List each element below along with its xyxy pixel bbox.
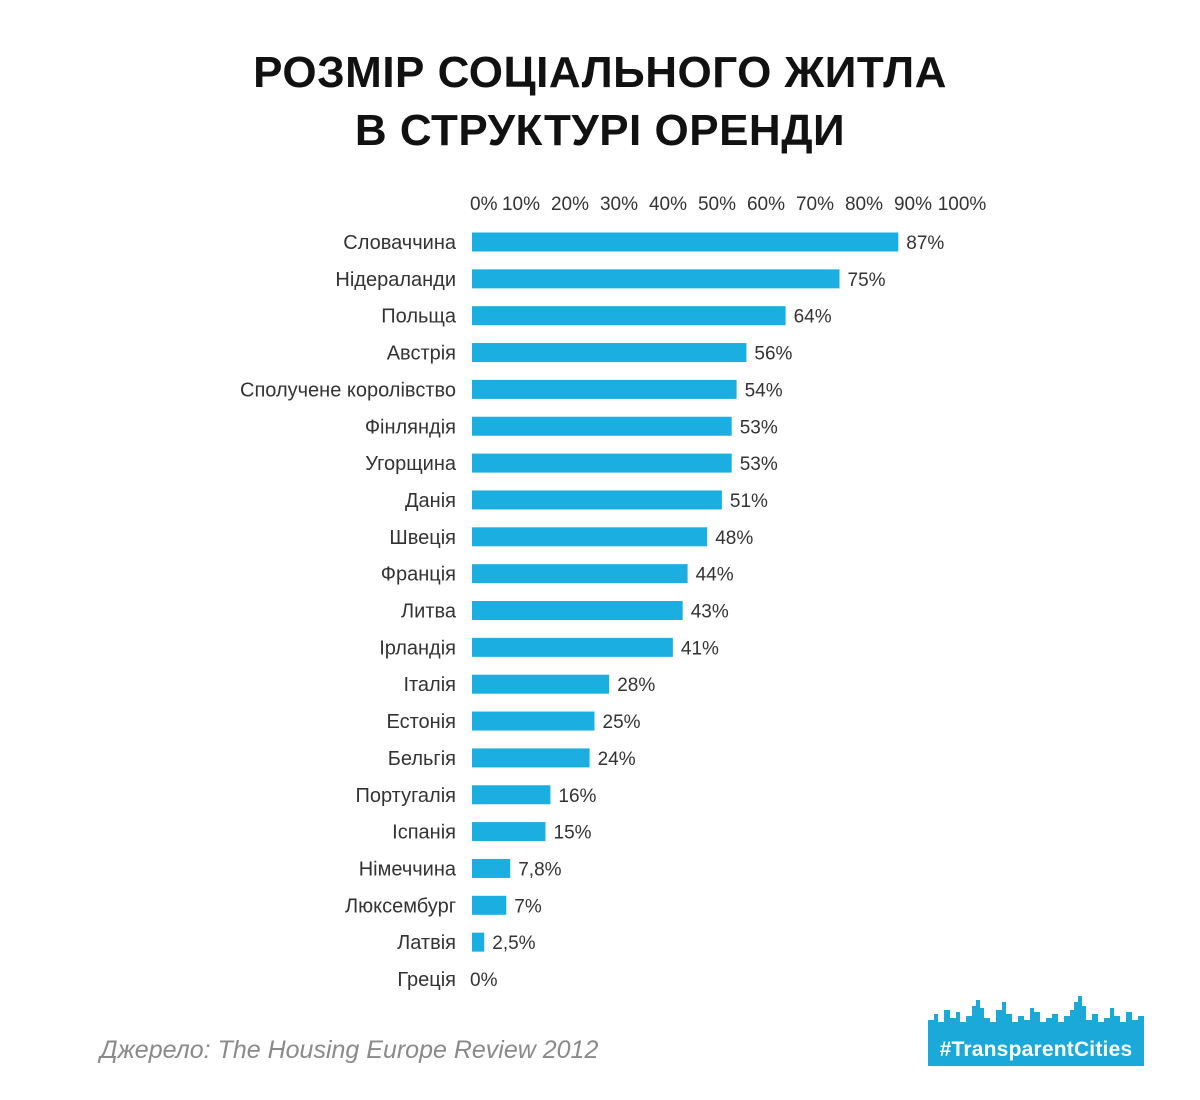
category-label: Греція bbox=[397, 969, 456, 991]
bar bbox=[472, 895, 507, 915]
category-label: Австрія bbox=[387, 343, 456, 365]
value-label: 15% bbox=[554, 823, 592, 844]
value-label: 53% bbox=[740, 417, 778, 438]
x-tick-label: 60% bbox=[747, 194, 785, 215]
category-label: Литва bbox=[401, 601, 457, 623]
bar bbox=[472, 306, 786, 326]
chart-title-line-2: В СТРУКТУРІ ОРЕНДИ bbox=[354, 106, 846, 155]
bar-chart: 0% 10% 20% 30% 40% 50% 60% 70% 80% 90% 100%Словачч… bbox=[240, 194, 987, 991]
category-label: Португалія bbox=[356, 785, 457, 807]
x-tick-label: 100% bbox=[938, 194, 987, 215]
value-label: 0% bbox=[470, 970, 498, 991]
category-label: Словаччина bbox=[343, 232, 457, 254]
transparent-cities-logo: #TransparentCities bbox=[928, 992, 1144, 1068]
x-tick-label: 80% bbox=[845, 194, 883, 215]
x-tick-label: 70% bbox=[796, 194, 834, 215]
bar bbox=[472, 269, 840, 289]
value-label: 48% bbox=[715, 528, 753, 549]
bar bbox=[472, 343, 747, 363]
bar bbox=[472, 822, 546, 842]
city-skyline-icon bbox=[928, 996, 1144, 1036]
bar bbox=[472, 416, 732, 436]
bar bbox=[472, 858, 511, 878]
source-note: Джерело: The Housing Europe Review 2012 bbox=[100, 1036, 599, 1064]
bar bbox=[472, 379, 737, 399]
category-label: Люксембург bbox=[345, 895, 456, 917]
x-tick-label: 20% bbox=[551, 194, 589, 215]
category-label: Іспанія bbox=[392, 822, 456, 844]
chart-title-line-1: РОЗМІР СОЦІАЛЬНОГО ЖИТЛА bbox=[253, 48, 947, 97]
value-label: 7% bbox=[514, 896, 542, 917]
value-label: 53% bbox=[740, 454, 778, 475]
category-label: Угорщина bbox=[365, 453, 457, 475]
x-tick-label: 40% bbox=[649, 194, 687, 215]
value-label: 28% bbox=[617, 675, 655, 696]
value-label: 25% bbox=[603, 712, 641, 733]
category-label: Німеччина bbox=[359, 858, 457, 880]
bar bbox=[472, 453, 732, 473]
category-label: Франція bbox=[381, 564, 456, 586]
bar bbox=[472, 601, 683, 620]
x-tick-label: 50% bbox=[698, 194, 736, 215]
value-label: 75% bbox=[848, 270, 886, 291]
category-label: Швеція bbox=[389, 527, 456, 549]
x-tick-label: 0% bbox=[470, 194, 498, 215]
x-tick-label: 10% bbox=[502, 194, 540, 215]
value-label: 41% bbox=[681, 638, 719, 659]
logo-hashtag: #TransparentCities bbox=[928, 1034, 1144, 1066]
value-label: 43% bbox=[691, 602, 729, 623]
bar bbox=[472, 785, 551, 805]
value-label: 54% bbox=[745, 380, 783, 401]
bar bbox=[472, 527, 708, 547]
bar bbox=[472, 490, 722, 510]
value-label: 16% bbox=[558, 786, 596, 807]
category-label: Ірландія bbox=[379, 637, 456, 659]
category-label: Нідераланди bbox=[335, 269, 456, 291]
category-label: Польща bbox=[381, 306, 457, 328]
category-label: Італія bbox=[403, 674, 456, 696]
category-label: Данія bbox=[405, 490, 456, 512]
chart-title: РОЗМІР СОЦІАЛЬНОГО ЖИТЛА В СТРУКТУРІ ОРЕ… bbox=[0, 44, 1200, 160]
x-tick-label: 90% bbox=[894, 194, 932, 215]
category-label: Фінляндія bbox=[365, 416, 456, 438]
bar bbox=[472, 232, 899, 252]
value-label: 87% bbox=[906, 233, 944, 254]
category-label: Сполучене королівство bbox=[240, 379, 456, 401]
bar bbox=[472, 674, 610, 694]
x-tick-label: 30% bbox=[600, 194, 638, 215]
value-label: 56% bbox=[754, 344, 792, 365]
bar bbox=[472, 748, 590, 768]
value-label: 24% bbox=[598, 749, 636, 770]
value-label: 7,8% bbox=[518, 859, 561, 880]
category-label: Бельгія bbox=[388, 748, 456, 770]
value-label: 64% bbox=[794, 307, 832, 328]
category-label: Естонія bbox=[387, 711, 457, 733]
bar bbox=[472, 932, 485, 952]
value-label: 2,5% bbox=[492, 933, 535, 954]
bar bbox=[472, 564, 688, 584]
bar bbox=[472, 637, 673, 657]
category-label: Латвія bbox=[397, 932, 456, 954]
value-label: 44% bbox=[696, 565, 734, 586]
value-label: 51% bbox=[730, 491, 768, 512]
bar bbox=[472, 711, 595, 731]
